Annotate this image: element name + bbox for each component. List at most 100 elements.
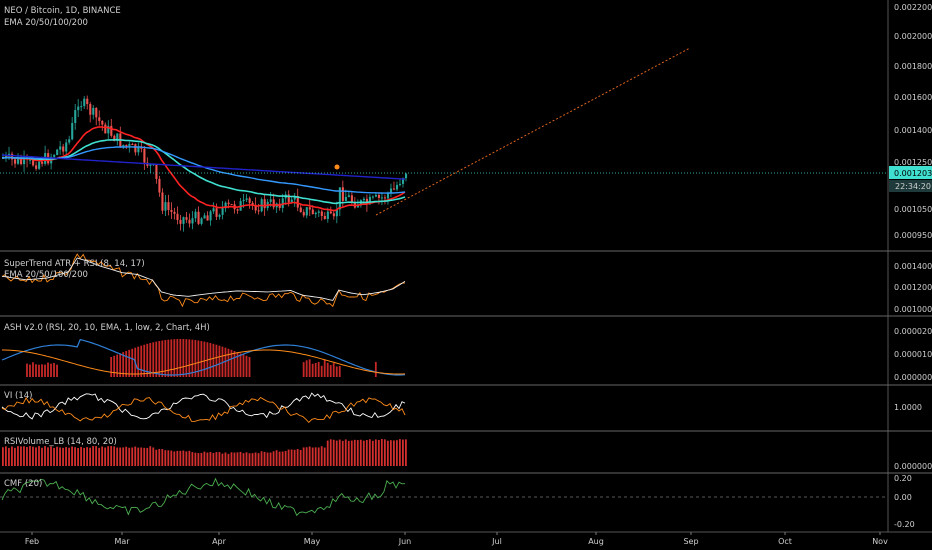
ash-bar (221, 346, 224, 377)
rsivolume-bar (374, 439, 377, 466)
rsivolume-bar (158, 448, 161, 466)
candle-body (11, 153, 14, 160)
rsivolume-bar (209, 452, 212, 466)
ash-pane[interactable]: ASH v2.0 (RSI, 20, 10, EMA, 1, low, 2, C… (1, 323, 406, 377)
ash-bar (167, 339, 170, 377)
rsivolume-bar (107, 446, 110, 466)
price-label-tag: 0.001203 22:34:20 (889, 166, 932, 192)
rsivolume-bar (155, 449, 158, 466)
rsivolume-bar (29, 446, 31, 466)
supertrend-tick-label: 0.001200 (894, 283, 932, 292)
rsivolume-title: RSIVolume_LB (14, 80, 20) (4, 437, 117, 447)
vi-tick-label: 1.0000 (894, 403, 922, 412)
time-tick-label: Nov (872, 537, 888, 546)
candle-body (401, 178, 405, 184)
supertrend-tick-label: 0.001000 (894, 305, 932, 314)
candle-body (338, 187, 341, 210)
rsivolume-bar (137, 447, 140, 466)
rsivolume-bar (134, 446, 137, 466)
candle-body (77, 106, 80, 111)
rsivolume-bar (35, 447, 37, 466)
rsivolume-bar (224, 452, 227, 466)
rsivolume-bar (83, 447, 86, 466)
rsivolume-bar (317, 447, 320, 466)
rsivolume-bar (59, 447, 61, 466)
projection-trendline[interactable] (375, 47, 691, 216)
rsivolume-bar (161, 449, 164, 466)
rsivolume-bar (230, 452, 233, 466)
rsivolume-bar (344, 439, 347, 466)
ash-bar (182, 339, 185, 377)
rsivolume-bar (260, 451, 263, 466)
rsivolume-bar (215, 452, 218, 466)
rsivolume-bar (299, 450, 302, 466)
ash-bar (161, 340, 164, 377)
rsivolume-bar (38, 446, 40, 466)
rsivolume-bar (389, 440, 392, 466)
price-axis[interactable]: 0.002200 0.002000 0.001800 0.001600 0.001400… (894, 3, 932, 240)
vi-pane[interactable]: VI (14) (1, 391, 406, 424)
candle-body (131, 144, 134, 146)
candle-body (35, 165, 38, 169)
candle-body (32, 159, 35, 166)
candle-body (254, 204, 257, 211)
ash-bar (218, 345, 221, 377)
candle-body (296, 195, 299, 208)
ash-bar (119, 353, 122, 377)
rsivolume-bar (386, 440, 389, 466)
supertrend-pane[interactable]: SuperTrend ATR + RSI (8, 14, 17) EMA 20/… (1, 253, 406, 308)
rsivolume-bar (200, 452, 203, 466)
rsivolume-bar (248, 453, 251, 466)
rsivolume-bar (362, 440, 365, 466)
rsivolume-bar (323, 447, 326, 466)
ash-bar (323, 359, 326, 377)
candle-body (371, 196, 375, 198)
candle-body (302, 212, 305, 216)
candle-body (53, 154, 56, 157)
rsi-ema-line (1, 257, 406, 301)
rsivolume-bar (113, 446, 116, 466)
time-axis[interactable]: Feb Mar Apr May Jun Jul Aug Sep Oct Nov (25, 532, 888, 546)
ash-bar (374, 361, 377, 377)
rsivolume-bar (365, 440, 368, 466)
rsivolume-bar (71, 446, 73, 466)
ash-bar (224, 347, 227, 377)
rsivolume-bar (104, 447, 107, 466)
candle-body (200, 218, 203, 224)
candle-body (29, 159, 32, 161)
rsivolume-bar (296, 449, 299, 466)
ash-bar (116, 354, 119, 377)
rsivolume-bar (227, 453, 230, 466)
supertrend-axis: 0.001400 0.001200 0.001000 (894, 262, 932, 314)
ash-histogram (26, 339, 377, 377)
candle-body (149, 164, 152, 166)
rsivolume-bar (401, 439, 404, 466)
rsivolume-pane[interactable]: RSIVolume_LB (14, 80, 20) (2, 437, 407, 466)
rsivolume-bar (56, 446, 58, 466)
rsivolume-bar (353, 439, 356, 466)
rsivolume-bar (41, 447, 43, 466)
cmf-pane[interactable]: CMF (20) (0, 477, 888, 517)
rsivolume-bar (359, 439, 362, 466)
candle-body (107, 125, 110, 134)
ash-bar (131, 348, 134, 377)
rsivolume-bar (278, 451, 281, 466)
ash-bar (227, 348, 230, 377)
rsivolume-bar (263, 451, 266, 466)
ash-bar (308, 359, 311, 377)
price-pane[interactable]: NEO / Bitcoin, 1D, BINANCE EMA 20/50/100… (0, 6, 888, 232)
candle-body (293, 195, 296, 200)
rsivolume-bar (26, 447, 28, 466)
candle-body (197, 211, 200, 224)
candle-body (185, 217, 188, 220)
chart-subtitle: EMA 20/50/100/200 (4, 18, 88, 28)
ash-bar (311, 363, 314, 377)
candle-body (143, 148, 146, 163)
rsivolume-bar (77, 447, 79, 466)
rsivolume-bar (251, 453, 254, 466)
candle-body (350, 195, 353, 202)
cmf-title: CMF (20) (4, 479, 42, 489)
rsivolume-bar (86, 447, 89, 466)
candle-body (281, 198, 284, 208)
